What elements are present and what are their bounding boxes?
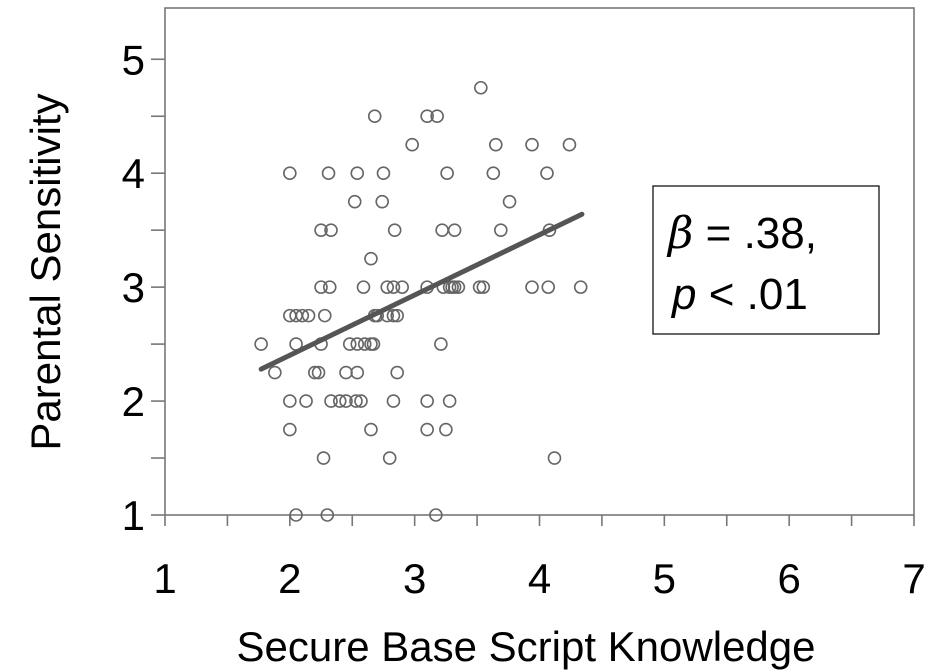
- annotation-p: p < .01: [670, 270, 808, 319]
- data-point: [395, 280, 409, 294]
- data-point: [386, 280, 401, 294]
- data-point: [387, 223, 402, 237]
- regression-line: [258, 211, 585, 372]
- data-point: [289, 508, 303, 522]
- data-point: [268, 365, 282, 380]
- data-point: [540, 166, 554, 181]
- data-point: [541, 280, 556, 294]
- data-point: [429, 508, 443, 522]
- y-tick-label: 2: [122, 378, 145, 425]
- data-point: [350, 166, 365, 181]
- data-point: [350, 365, 365, 380]
- data-point: [447, 223, 462, 237]
- y-tick-label: 5: [122, 36, 145, 83]
- data-point: [357, 337, 372, 351]
- data-point: [420, 109, 434, 124]
- x-tick-label: 4: [528, 555, 551, 602]
- data-point: [447, 280, 462, 294]
- data-point: [311, 365, 326, 380]
- p-text: < .01: [696, 270, 807, 319]
- data-point: [390, 365, 404, 380]
- data-point: [350, 337, 365, 351]
- data-point: [301, 308, 316, 323]
- data-point: [376, 166, 391, 181]
- data-point: [430, 109, 444, 124]
- y-tick-label: 1: [122, 492, 145, 539]
- x-tick-label: 2: [278, 555, 301, 602]
- data-point: [420, 394, 434, 408]
- data-point: [525, 137, 539, 152]
- data-point: [442, 394, 457, 408]
- data-point: [317, 308, 332, 323]
- data-point: [316, 451, 331, 465]
- data-point: [386, 308, 401, 323]
- y-tick-label: 4: [122, 150, 145, 197]
- data-point: [354, 394, 368, 408]
- data-point: [321, 166, 336, 181]
- data-point: [380, 280, 395, 294]
- data-point: [547, 451, 562, 465]
- data-point: [366, 337, 381, 351]
- data-point: [494, 223, 508, 237]
- data-point: [332, 394, 347, 408]
- annotation-beta: β = .38,: [666, 208, 817, 259]
- x-tick-label: 3: [403, 555, 426, 602]
- data-points: [254, 80, 588, 522]
- data-point: [364, 251, 378, 266]
- data-point: [347, 194, 362, 209]
- data-point: [295, 308, 310, 323]
- x-axis: 1 2 3 4 5 6 7: [153, 515, 926, 602]
- data-point: [322, 280, 337, 294]
- data-point: [299, 394, 313, 408]
- data-point: [349, 394, 363, 408]
- data-point: [451, 280, 466, 294]
- data-point: [472, 280, 487, 294]
- data-point: [324, 394, 338, 408]
- x-tick-label: 1: [153, 555, 176, 602]
- y-tick-label: 3: [122, 264, 145, 311]
- data-point: [440, 166, 454, 181]
- x-tick-label: 6: [777, 555, 800, 602]
- data-point: [474, 80, 488, 95]
- beta-text: = .38,: [693, 209, 817, 258]
- data-point: [307, 365, 322, 380]
- data-point: [562, 137, 577, 152]
- data-point: [486, 166, 501, 181]
- data-point: [525, 280, 539, 294]
- data-point: [375, 194, 390, 209]
- data-point: [254, 337, 268, 351]
- x-tick-label: 7: [902, 555, 925, 602]
- beta-symbol: β: [666, 208, 693, 259]
- data-point: [476, 280, 491, 294]
- annotation-box: [652, 185, 880, 335]
- data-point: [283, 422, 297, 437]
- data-point: [314, 280, 328, 294]
- data-point: [283, 394, 297, 408]
- data-point: [386, 394, 401, 408]
- data-point: [314, 223, 328, 237]
- y-axis: 1 2 3 4 5: [122, 36, 165, 539]
- y-axis-title: Parental Sensitivity: [22, 93, 69, 450]
- data-point: [283, 166, 297, 181]
- data-point: [382, 451, 397, 465]
- data-point: [324, 223, 338, 237]
- data-point: [390, 308, 404, 323]
- data-point: [573, 280, 588, 294]
- data-point: [439, 422, 453, 437]
- data-point: [356, 280, 371, 294]
- x-tick-label: 5: [653, 555, 676, 602]
- data-point: [420, 422, 434, 437]
- data-point: [405, 137, 419, 152]
- data-point: [342, 337, 357, 351]
- data-point: [339, 394, 353, 408]
- data-point: [364, 422, 378, 437]
- data-point: [502, 194, 517, 209]
- p-symbol: p: [670, 270, 696, 319]
- data-point: [367, 109, 382, 124]
- data-point: [434, 337, 448, 351]
- data-point: [489, 137, 503, 152]
- data-point: [320, 508, 335, 522]
- x-axis-title: Secure Base Script Knowledge: [237, 623, 816, 670]
